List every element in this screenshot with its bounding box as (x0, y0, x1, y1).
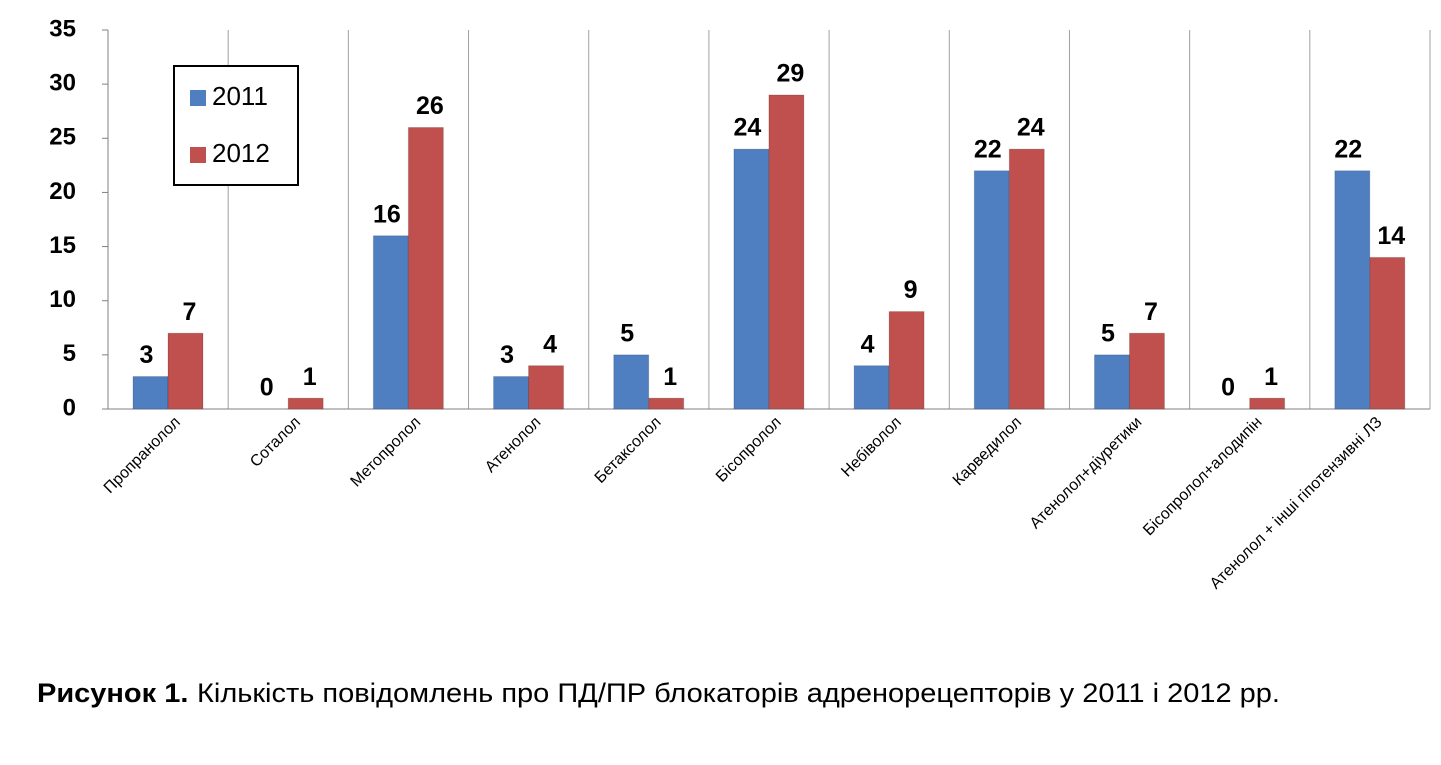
bar (1249, 397, 1286, 410)
x-tick-label: Метопролол (348, 414, 425, 491)
bar (528, 365, 565, 410)
bar (1008, 148, 1045, 410)
data-label: 24 (734, 114, 762, 142)
bar (167, 332, 204, 410)
bar (1093, 354, 1130, 410)
data-label: 1 (303, 363, 317, 391)
y-tick-label: 30 (49, 69, 76, 96)
data-label: 16 (373, 200, 401, 228)
x-tick-label: Карведилол (950, 414, 1025, 489)
bar (1334, 170, 1371, 410)
x-tick-label: Бетаксолол (592, 414, 665, 487)
data-label: 4 (861, 330, 875, 358)
bar (853, 365, 890, 410)
data-label: 29 (777, 60, 805, 88)
y-tick-label: 15 (49, 232, 76, 259)
bar (372, 235, 409, 410)
data-label: 0 (1221, 374, 1235, 402)
legend-label: 2012 (212, 138, 270, 168)
y-tick-label: 35 (49, 15, 76, 42)
data-label: 4 (543, 330, 557, 358)
y-tick-label: 10 (49, 286, 76, 313)
data-label: 22 (1334, 135, 1362, 163)
data-label: 3 (140, 341, 154, 369)
x-tick-label: Атенолол+діуретики (1027, 414, 1146, 533)
legend: 2011 2012 (173, 65, 299, 186)
data-label: 5 (1101, 319, 1115, 347)
caption-label: Рисунок 1. (37, 678, 188, 708)
data-label: 22 (974, 135, 1002, 163)
caption: Рисунок 1. Кількість повідомлень про ПД/П… (37, 678, 1280, 708)
data-label: 7 (183, 298, 197, 326)
data-label: 0 (260, 374, 274, 402)
x-tick-label: Пропранолол (101, 414, 184, 497)
legend-label: 2011 (212, 81, 268, 111)
x-tick-label: Соталол (247, 414, 304, 471)
y-tick-label: 25 (49, 124, 76, 151)
y-tick-label: 5 (63, 340, 76, 367)
bar (973, 170, 1010, 410)
data-label: 5 (620, 319, 634, 347)
data-label: 24 (1017, 114, 1045, 142)
bar (1369, 256, 1406, 410)
bar (1128, 332, 1165, 410)
bar (888, 311, 925, 410)
data-label: 7 (1144, 298, 1158, 326)
data-label: 9 (904, 276, 918, 304)
bar (648, 397, 685, 410)
data-label: 1 (663, 363, 677, 391)
data-label: 14 (1377, 222, 1405, 250)
x-tick-label: Бісопролол (713, 414, 785, 486)
x-tick-label: Небіволол (838, 414, 905, 481)
bar (613, 354, 650, 410)
bar (733, 148, 770, 410)
bar (132, 376, 169, 410)
x-tick-label: Бісопролол+алодипін (1140, 414, 1265, 539)
y-tick-label: 0 (63, 394, 76, 421)
bar (407, 126, 444, 410)
data-label: 26 (416, 92, 444, 120)
legend-swatch (190, 147, 206, 163)
bar (287, 397, 324, 410)
data-label: 3 (500, 341, 514, 369)
x-tick-label: Атенолол (482, 414, 544, 476)
data-label: 1 (1264, 363, 1278, 391)
legend-box (173, 65, 299, 186)
y-tick-label: 20 (49, 178, 76, 205)
legend-swatch (190, 90, 206, 106)
bar (493, 376, 530, 410)
bar (768, 94, 805, 410)
caption-text: Кількість повідомлень про ПД/ПР блокатор… (197, 678, 1280, 708)
